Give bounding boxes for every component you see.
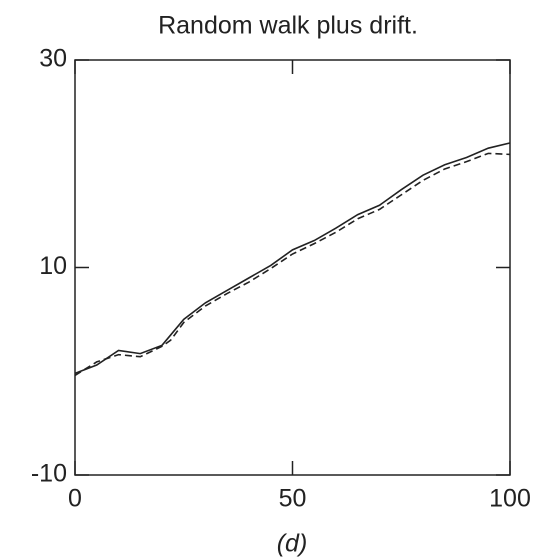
x-tick-label: 100 [489, 485, 531, 513]
series-line [74, 142, 511, 375]
chart-title: Random walk plus drift. [158, 12, 418, 40]
y-tick-label: -10 [31, 460, 67, 488]
x-tick-label: 50 [279, 485, 307, 513]
x-tick-label: 0 [68, 485, 82, 513]
plot-frame [74, 59, 511, 476]
series-line [74, 152, 511, 377]
y-tick-label: 10 [39, 252, 67, 280]
y-tick-label: 30 [39, 45, 67, 73]
x-axis-label: (d) [277, 530, 308, 558]
